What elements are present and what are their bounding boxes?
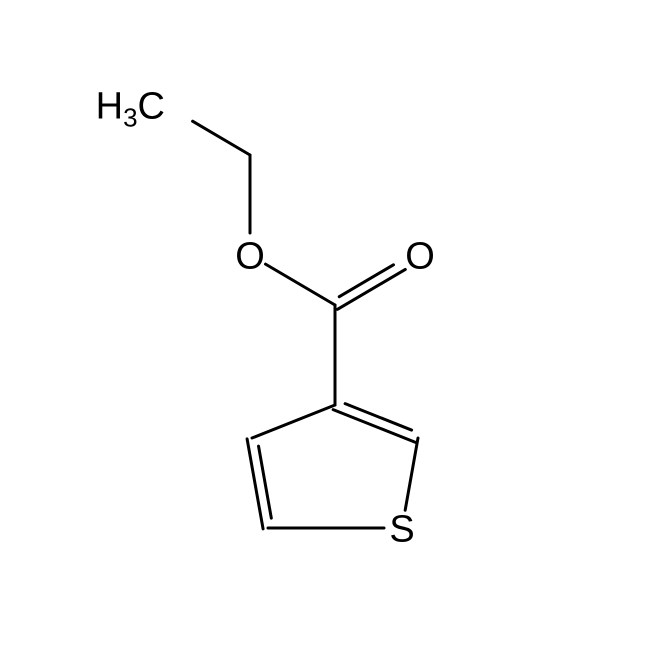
bond — [193, 121, 250, 155]
atom-label-C_eth_terminal: H3C — [96, 85, 165, 132]
bond — [405, 438, 418, 510]
bond — [266, 264, 335, 305]
atom-label-O_dbl: O — [405, 235, 435, 277]
atom-label-S: S — [389, 508, 414, 550]
atom-label-O_ester: O — [235, 235, 265, 277]
bond — [252, 405, 335, 438]
chemical-structure: H3C O O S — [0, 0, 650, 650]
bond — [338, 269, 406, 309]
